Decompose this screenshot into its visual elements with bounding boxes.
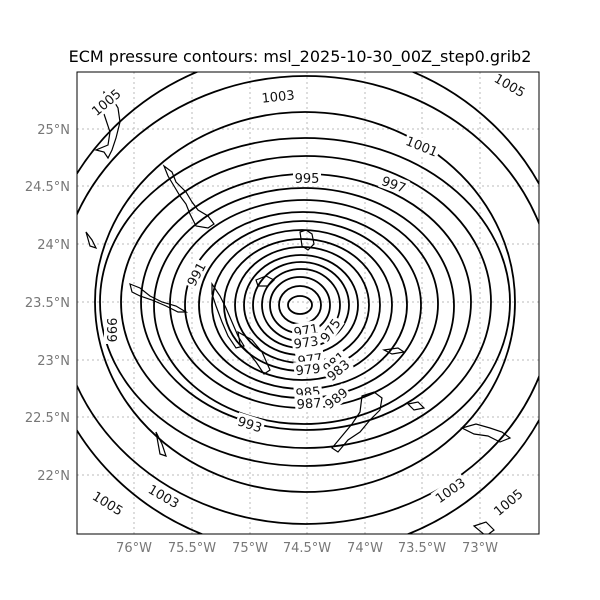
lon-tick-labels: 76°W 75.5°W 75°W 74.5°W 74°W 73.5°W 73°W	[116, 541, 498, 556]
lat-tick-label: 22°N	[37, 469, 70, 484]
lat-tick-labels: 25°N 24.5°N 24°N 23.5°N 23°N 22.5°N 22°N	[25, 123, 70, 484]
coastline-west	[85, 231, 98, 250]
contour-label: 995	[295, 172, 320, 187]
coastline-cays	[211, 282, 245, 349]
isobar-971	[278, 285, 322, 325]
lat-tick-label: 24.5°N	[25, 180, 70, 195]
isobar-993	[153, 187, 455, 425]
contour-label: 999	[103, 318, 118, 343]
map-title: ECM pressure contours: msl_2025-10-30_00…	[68, 47, 532, 66]
coastline-se	[472, 521, 495, 534]
coastline-turks	[331, 391, 383, 453]
isobar-997	[120, 155, 492, 449]
contour-label: 993	[235, 414, 263, 436]
contour-label: 987	[296, 396, 322, 413]
lat-tick-label: 25°N	[37, 123, 70, 138]
lon-tick-label: 73°W	[462, 541, 498, 556]
lon-tick-label: 74.5°W	[283, 541, 331, 556]
lat-tick-label: 23.5°N	[25, 296, 70, 311]
isobar-1001	[94, 111, 516, 493]
isobar-985	[211, 229, 393, 381]
coastline-exuma	[162, 164, 215, 229]
coastline-andros	[94, 90, 121, 160]
isobar-1003	[77, 75, 539, 525]
graticule	[77, 72, 539, 534]
coastline-hispaniola	[460, 423, 512, 443]
isobar-969	[287, 295, 313, 315]
map-frame	[76, 71, 540, 535]
lat-tick-label: 24°N	[37, 238, 70, 253]
lon-tick-label: 76°W	[116, 541, 152, 556]
isobar-999	[99, 137, 511, 467]
contour-label: 1003	[261, 88, 295, 106]
lat-tick-label: 23°N	[37, 354, 70, 369]
lon-tick-label: 75.5°W	[168, 541, 216, 556]
contour-label: 979	[295, 362, 321, 380]
coastline-ragged-isl	[129, 283, 189, 313]
lon-tick-label: 74°W	[347, 541, 383, 556]
contour-label: 973	[293, 334, 320, 352]
lon-tick-label: 73.5°W	[398, 541, 446, 556]
lat-tick-label: 22.5°N	[25, 411, 70, 426]
coastline-caicos	[406, 401, 426, 411]
lon-tick-label: 75°W	[232, 541, 268, 556]
coastline-mayaguana	[382, 347, 406, 355]
